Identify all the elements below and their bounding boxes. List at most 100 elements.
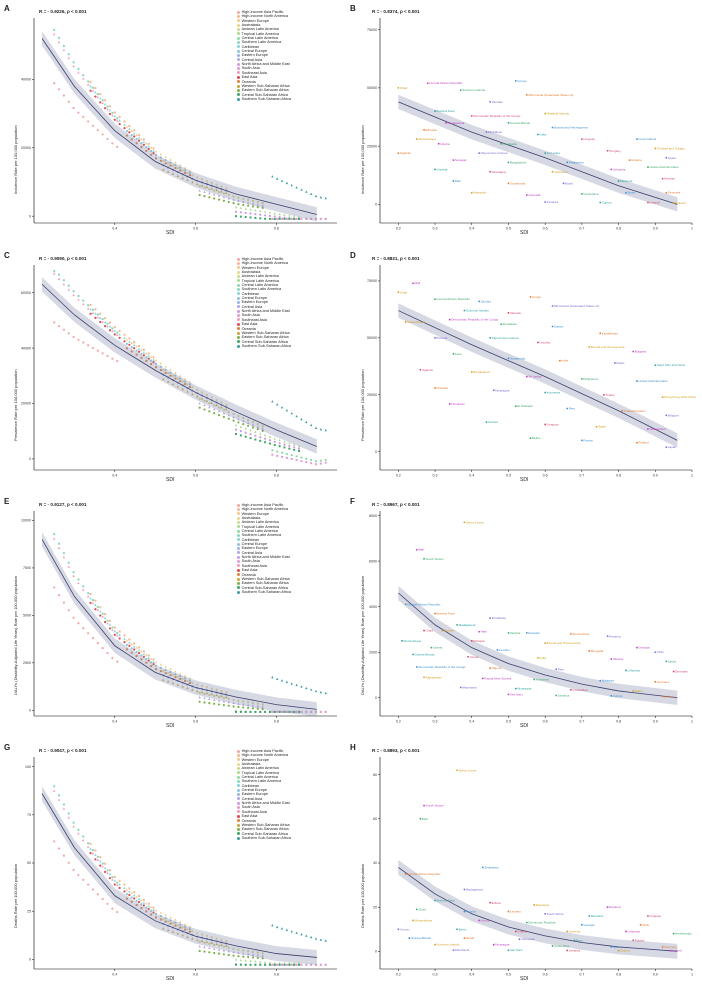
data-point (162, 918, 165, 921)
data-point (130, 133, 133, 137)
data-point (244, 211, 247, 215)
data-point (147, 654, 150, 657)
legend-label: Central Asia (241, 550, 263, 555)
data-point (135, 895, 138, 898)
data-point (281, 455, 284, 458)
data-point (213, 694, 216, 697)
point-label: Central African Republic (437, 297, 471, 301)
point-label: Iceland (671, 949, 681, 953)
data-point (246, 703, 250, 707)
point-label: Honduras (451, 402, 465, 406)
data-point (208, 942, 211, 945)
x-axis-label: SDI (520, 477, 529, 483)
data-point (210, 181, 213, 185)
point-label: Cyprus (620, 949, 630, 953)
data-point (285, 963, 288, 966)
point-label: Georgia (638, 646, 649, 650)
data-point (162, 377, 165, 381)
data-point (234, 428, 238, 431)
data-point (470, 191, 473, 194)
data-point (220, 943, 223, 947)
data-point (285, 680, 289, 684)
data-point (94, 312, 97, 315)
data-point (179, 678, 182, 681)
data-point (264, 441, 267, 444)
data-point (198, 193, 201, 197)
data-point (89, 307, 92, 311)
data-point (423, 557, 425, 560)
data-point (200, 397, 204, 400)
data-point (254, 438, 257, 441)
legend-item: Eastern Sub-Saharan Africa (237, 827, 291, 831)
point-label: Central African Republic (407, 602, 441, 606)
legend-marker (237, 508, 240, 512)
data-point (276, 963, 279, 966)
data-point (212, 947, 216, 950)
data-point (203, 195, 206, 198)
data-point (130, 341, 133, 344)
data-point (215, 688, 218, 691)
legend-item: Oceania (237, 819, 291, 823)
panel-letter: F (350, 497, 355, 506)
data-point (94, 608, 97, 611)
data-point (130, 647, 133, 650)
data-point (661, 946, 664, 948)
data-point (295, 931, 298, 934)
data-point (154, 153, 158, 156)
data-point (91, 601, 95, 605)
fit-line (398, 310, 678, 441)
y-tick-label: 0 (375, 450, 377, 454)
data-point (169, 374, 172, 377)
point-label: Hungary (609, 149, 621, 153)
legend-marker (237, 568, 240, 572)
data-point (661, 396, 664, 399)
data-point (159, 911, 163, 914)
data-point (215, 398, 218, 401)
legend-marker (237, 71, 240, 75)
legend-item: Andean Latin America (237, 520, 291, 524)
y-tick-label: 20000 (21, 146, 31, 150)
data-point (174, 371, 177, 374)
data-point (147, 907, 150, 911)
legend-label: East Asia (241, 568, 258, 573)
point-label: Jamaica (558, 694, 570, 698)
legend-marker (237, 309, 240, 313)
point-label: Bangladesh (473, 370, 490, 374)
data-point (171, 922, 175, 925)
data-point (404, 321, 407, 323)
point-label: Costa Rica (554, 944, 569, 948)
legend-label: Tropical Latin America (241, 524, 280, 529)
data-point (86, 83, 90, 86)
data-point (217, 703, 221, 706)
data-point (191, 681, 194, 684)
point-label: Vanuatu (492, 100, 504, 104)
data-point (309, 423, 313, 427)
data-point (101, 862, 104, 865)
data-point (164, 913, 167, 916)
data-point (164, 920, 167, 923)
data-point (82, 299, 85, 302)
data-point (256, 203, 260, 206)
data-point (159, 914, 162, 918)
legend-label: Andean Latin America (241, 766, 279, 771)
data-point (314, 937, 318, 940)
data-point (53, 533, 56, 536)
data-point (213, 189, 216, 192)
data-point (77, 832, 80, 835)
point-label: Chile (642, 923, 649, 927)
data-point (53, 81, 56, 85)
data-point (281, 963, 284, 966)
data-point (247, 204, 250, 207)
data-point (242, 200, 245, 203)
data-point (67, 288, 70, 291)
data-point (654, 680, 657, 683)
legend-item: Southeast Asia (237, 318, 291, 322)
data-point (225, 691, 228, 694)
chart-F: 0.2 0.3 0.4 0.5 0.6 0.7 0.8 0.9 1020004000600080… (369, 511, 693, 724)
data-point (130, 350, 133, 353)
data-point (489, 617, 492, 619)
data-point (145, 149, 148, 152)
point-label: Spain (635, 689, 643, 693)
data-point (293, 217, 296, 220)
point-label: Georgia (583, 923, 594, 927)
